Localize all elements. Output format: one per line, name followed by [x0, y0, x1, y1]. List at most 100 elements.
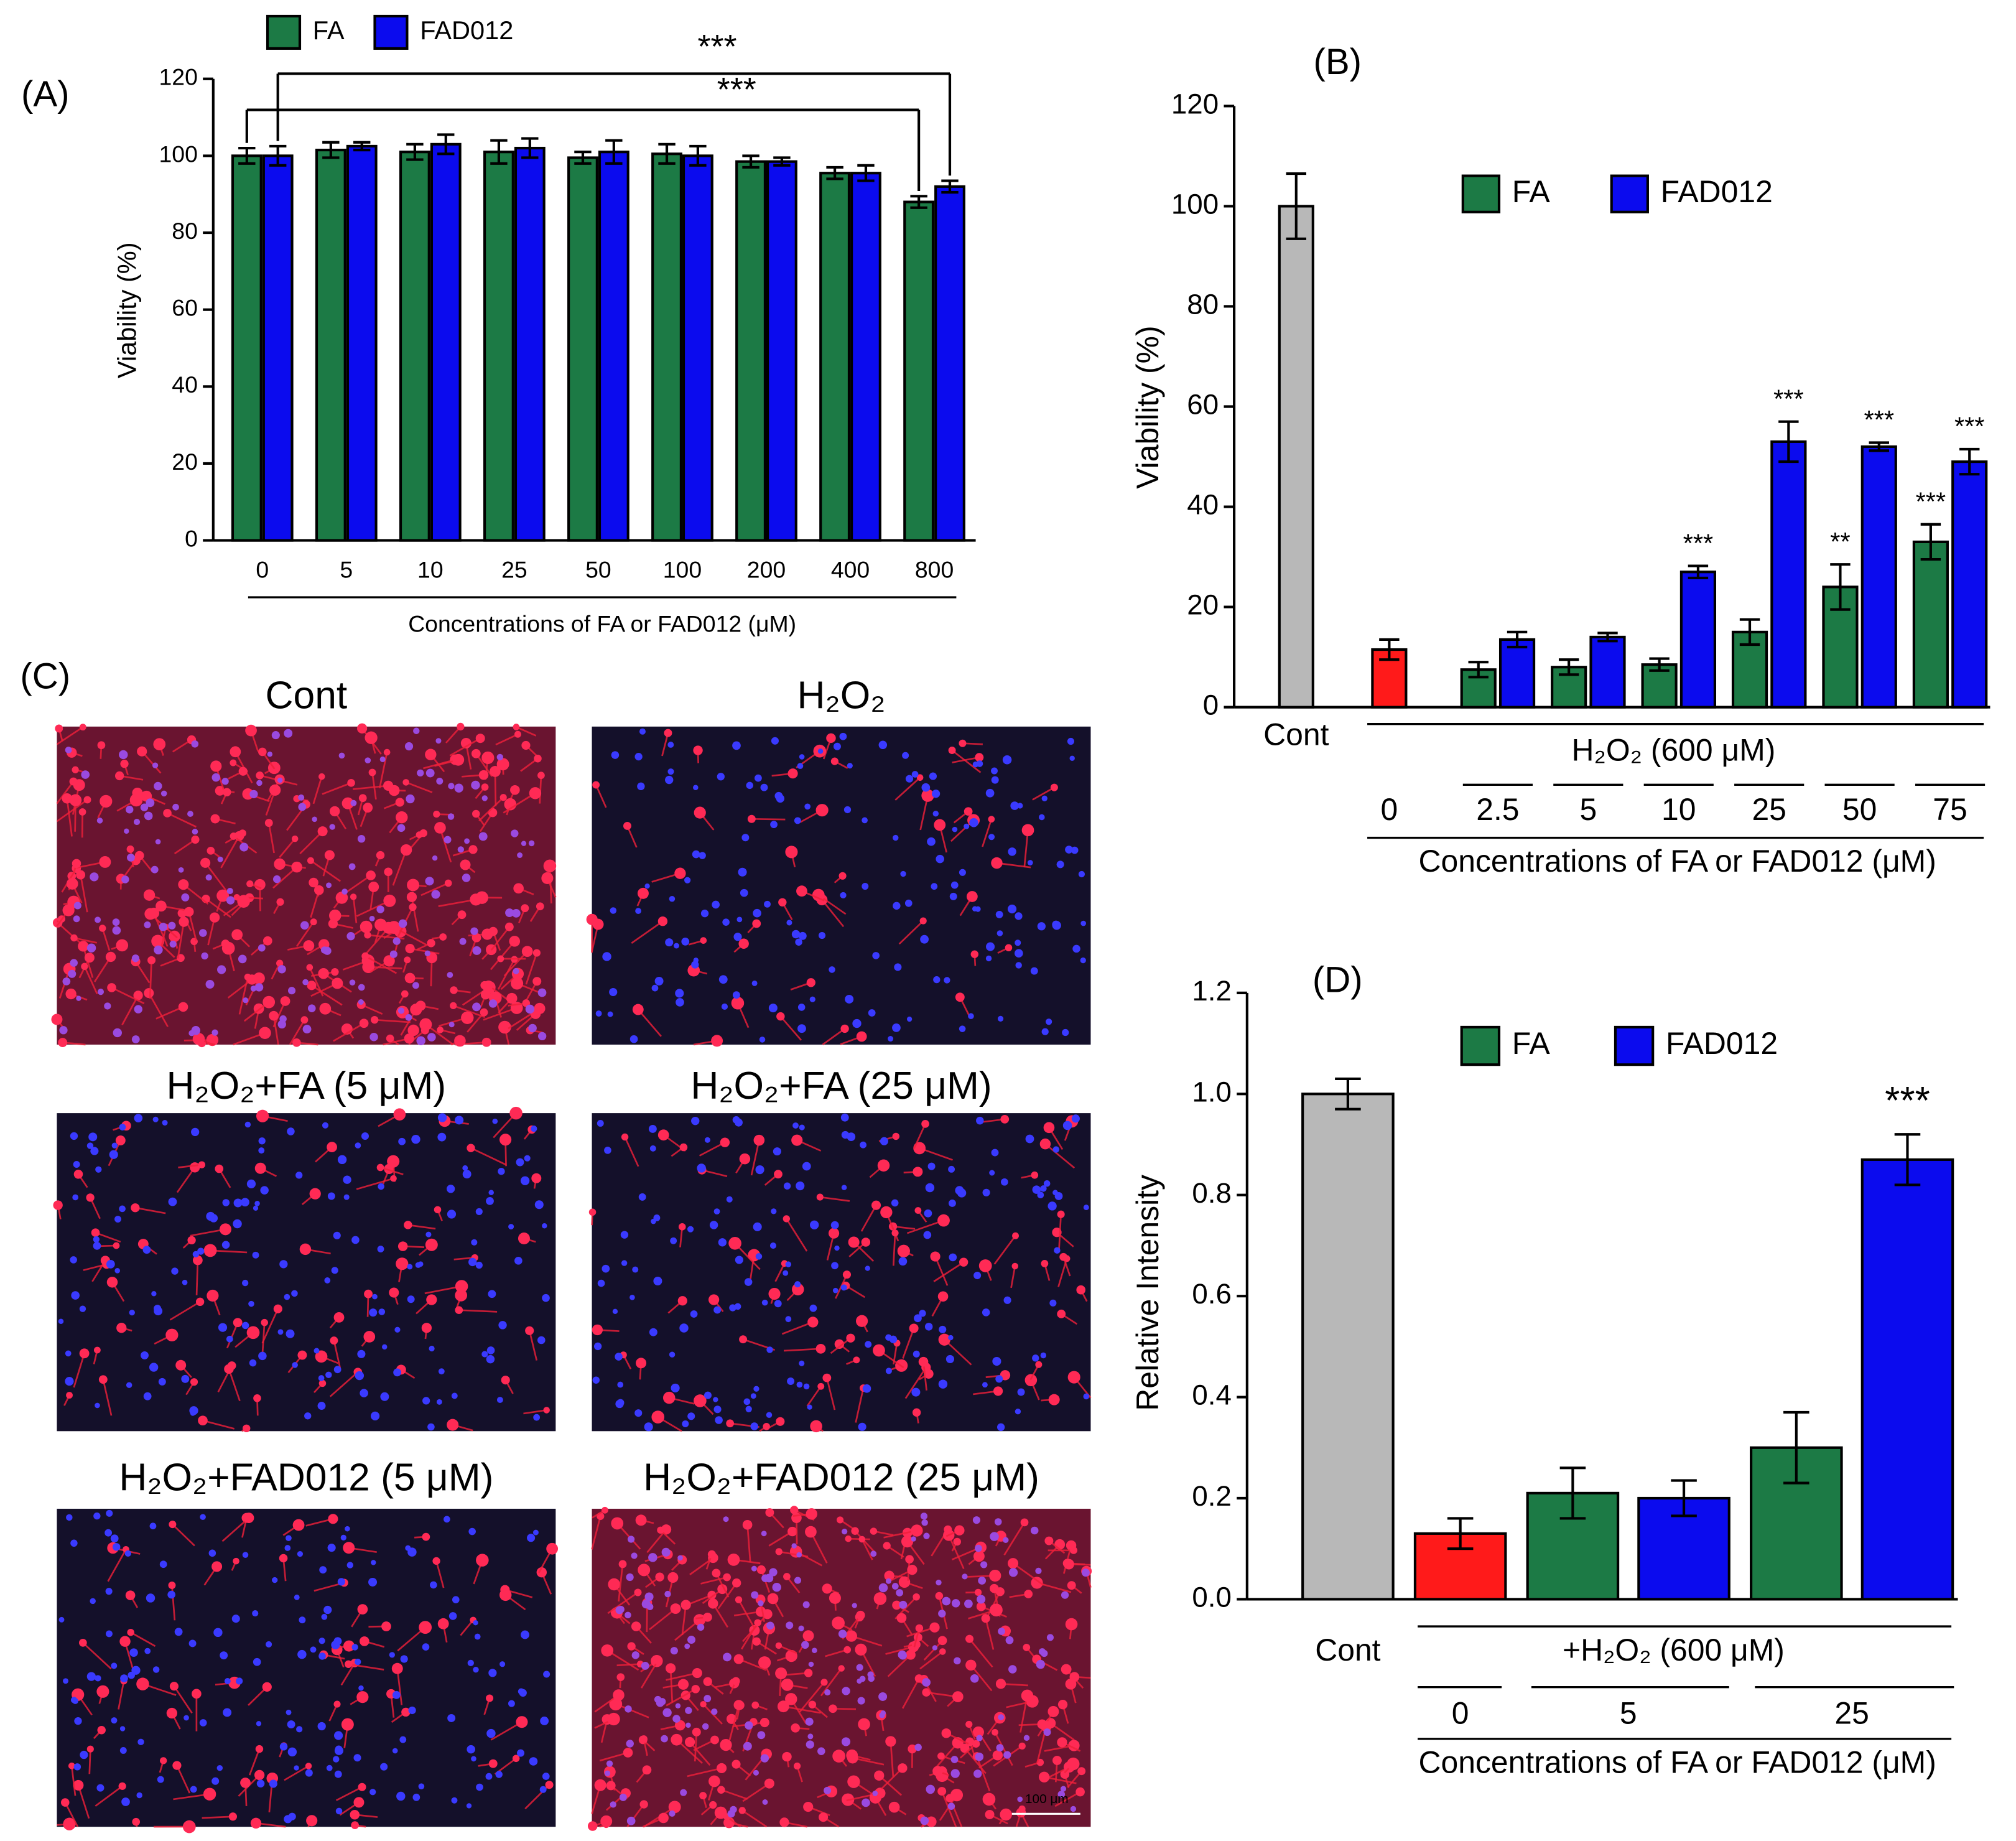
nucleus	[226, 888, 233, 895]
cell-body	[692, 1667, 702, 1679]
cell-body	[76, 870, 86, 880]
cell-body	[678, 1223, 686, 1231]
bar	[1679, 571, 1717, 709]
nucleus	[323, 1605, 332, 1615]
nucleus	[157, 1776, 164, 1783]
cell-process	[101, 928, 111, 951]
nucleus	[923, 1231, 932, 1239]
cell-body	[717, 1786, 725, 1794]
cell-body	[457, 910, 467, 920]
nucleus	[796, 1181, 805, 1191]
cell-process	[176, 1765, 191, 1794]
nucleus	[893, 834, 899, 841]
cell-body	[303, 940, 315, 951]
cell-body	[350, 1810, 360, 1820]
nucleus	[968, 1013, 974, 1020]
cell-body	[720, 1738, 732, 1751]
cell-process	[898, 920, 924, 945]
cell-body	[832, 1750, 845, 1763]
cell-body	[955, 992, 965, 1002]
cell-body	[246, 1326, 260, 1340]
nucleus	[692, 850, 700, 859]
nucleus	[106, 1259, 115, 1269]
cell-body	[421, 1323, 432, 1333]
nucleus	[649, 1328, 657, 1336]
cell-process	[948, 1534, 965, 1569]
cell-body	[407, 879, 420, 892]
nucleus	[209, 1214, 218, 1223]
cell-body	[937, 1636, 947, 1646]
nucleus	[898, 1651, 907, 1660]
nucleus	[810, 1220, 819, 1229]
cell-process	[746, 1524, 751, 1562]
nucleus	[314, 1348, 320, 1354]
cell-body	[637, 887, 649, 899]
nucleus	[932, 811, 939, 817]
nucleus	[267, 752, 273, 757]
nucleus	[939, 1325, 947, 1333]
cell-body	[537, 771, 545, 780]
cell-body	[937, 1214, 950, 1227]
cell-body	[807, 1317, 819, 1328]
cell-body	[847, 1752, 858, 1764]
cell-body	[992, 1728, 998, 1736]
cell-body	[964, 807, 973, 816]
nucleus	[972, 1516, 981, 1524]
x-tick-label: 200	[747, 556, 786, 582]
nucleus	[305, 1769, 313, 1777]
nucleus	[964, 823, 970, 829]
nucleus	[287, 1127, 295, 1135]
nucleus	[416, 1036, 425, 1046]
nucleus	[1001, 1178, 1008, 1186]
nucleus	[467, 1745, 475, 1754]
cell-body	[796, 885, 807, 897]
cell-process	[202, 1419, 235, 1430]
cell-process	[806, 1386, 822, 1407]
cell-body	[133, 990, 143, 1000]
nucleus	[241, 1321, 249, 1330]
cell-process	[495, 734, 519, 746]
nucleus	[755, 1165, 764, 1175]
nucleus	[891, 1583, 899, 1590]
nucleus	[691, 961, 699, 969]
nucleus	[682, 1420, 689, 1427]
nucleus	[329, 824, 335, 830]
nucleus	[862, 1798, 870, 1807]
error-bar	[1894, 1133, 1921, 1186]
cell-body	[513, 724, 520, 730]
cell-body	[883, 1542, 891, 1550]
cell-process	[1044, 1776, 1077, 1784]
nucleus	[766, 1412, 773, 1419]
cell-body	[178, 879, 189, 890]
nucleus	[226, 1335, 233, 1343]
x-tick-label: 100	[663, 556, 702, 582]
nucleus	[1071, 846, 1079, 854]
cell-body	[254, 1162, 266, 1174]
nucleus	[201, 952, 208, 960]
nucleus	[88, 1132, 98, 1142]
cell-process	[396, 1668, 403, 1705]
nucleus	[286, 1329, 295, 1338]
nucleus	[700, 909, 709, 918]
cell-body	[901, 1536, 914, 1548]
cell-body	[959, 739, 967, 747]
cell-process	[740, 1622, 759, 1650]
nucleus	[743, 1741, 752, 1751]
nucleus	[1071, 1114, 1080, 1123]
cell-body	[481, 1037, 491, 1047]
cell-body	[820, 1679, 828, 1686]
cell-body	[990, 1603, 1003, 1617]
cell-body	[475, 734, 485, 743]
error-bar	[826, 165, 843, 180]
nucleus	[610, 1801, 616, 1808]
cell-process	[135, 1206, 166, 1214]
nucleus	[764, 1573, 774, 1583]
nucleus	[462, 1165, 468, 1171]
nucleus	[236, 1677, 243, 1685]
cell-body	[975, 753, 984, 762]
nucleus	[900, 870, 906, 877]
cell-body	[96, 1685, 109, 1698]
cell-process	[156, 1006, 184, 1020]
nucleus	[296, 1726, 303, 1733]
cell-body	[510, 785, 520, 795]
